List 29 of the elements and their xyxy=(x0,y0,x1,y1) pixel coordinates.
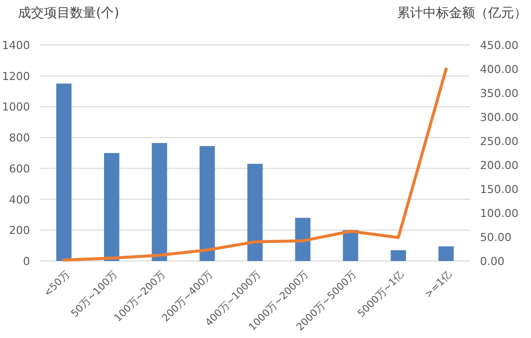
bar xyxy=(104,153,120,261)
bar xyxy=(295,218,310,261)
bar xyxy=(390,250,406,261)
bar xyxy=(200,146,215,261)
bar xyxy=(247,164,263,261)
y2-tick-label: 0.00 xyxy=(480,255,504,268)
y2-tick-label: 300.00 xyxy=(480,111,518,124)
y-tick-label: 600 xyxy=(9,162,30,176)
y2-tick-label: 200.00 xyxy=(480,159,518,172)
y2-tick-label: 400.00 xyxy=(480,63,518,76)
y2-tick-label: 250.00 xyxy=(480,135,518,148)
line-series xyxy=(62,68,448,262)
bar xyxy=(56,84,72,261)
y2-tick-label: 100.00 xyxy=(480,207,518,220)
bar xyxy=(438,246,454,261)
y-tick-label: 1000 xyxy=(2,100,30,114)
y-tick-label: 800 xyxy=(9,132,30,145)
bar xyxy=(152,142,168,261)
y2-tick-label: 50.00 xyxy=(480,231,512,244)
y2-axis-title: 累计中标金额（亿元） xyxy=(397,6,527,21)
y2-tick-label: 350.00 xyxy=(480,87,518,100)
y-tick-label: 1400 xyxy=(2,39,30,52)
y-tick-label: 200 xyxy=(9,224,30,238)
y-tick-label: 1200 xyxy=(2,70,30,83)
y-tick-label: 0 xyxy=(23,255,30,268)
y2-tick-label: 450.00 xyxy=(480,39,518,52)
y-axis-title: 成交项目数量(个) xyxy=(18,5,120,21)
y-tick-label: 400 xyxy=(9,193,30,206)
y2-tick-label: 150.00 xyxy=(480,183,518,196)
